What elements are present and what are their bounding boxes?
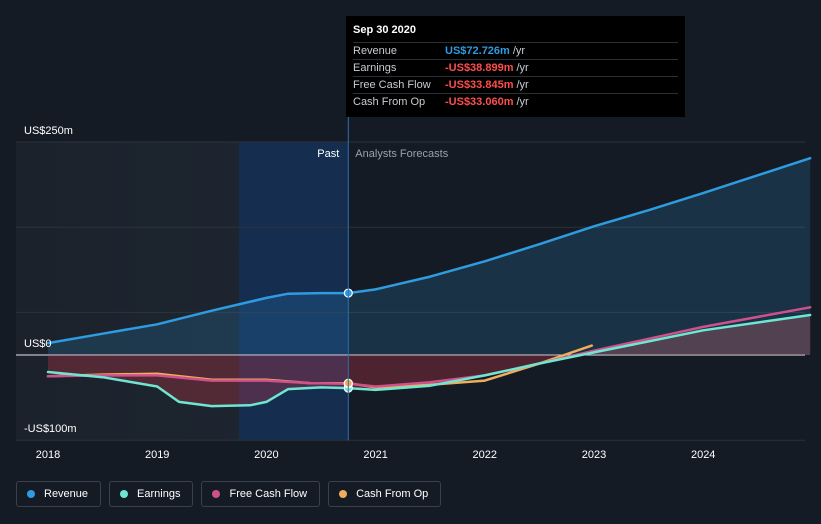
tooltip-unit: /yr [516, 62, 529, 74]
tooltip-unit: /yr [516, 79, 529, 91]
series-lines [46, 156, 812, 408]
x-tick-label: 2018 [36, 449, 60, 461]
revenue-area [48, 158, 811, 355]
tooltip-label: Revenue [353, 45, 398, 57]
series-line-earnings [46, 313, 812, 408]
tooltip-value: -US$33.060m [445, 96, 514, 108]
tooltip-value: -US$33.845m [445, 79, 514, 91]
series-line-free-cash-flow [46, 306, 812, 388]
tooltip-value: -US$38.899m [445, 62, 514, 74]
legend-dot-icon [339, 490, 348, 498]
tooltip-date: Sep 30 2020 [353, 24, 416, 36]
tooltip-row-cash-from-op: Cash From Op -US$33.060m /yr [353, 93, 678, 110]
tooltip-label: Cash From Op [353, 96, 426, 108]
x-tick-label: 2022 [473, 449, 497, 461]
legend-label: Free Cash Flow [229, 488, 308, 500]
legend-item-earnings[interactable]: Earnings [109, 481, 194, 507]
forecast-label: Analysts Forecasts [355, 148, 448, 160]
tooltip: Sep 30 2020 Revenue US$72.726m /yr Earni… [346, 16, 685, 117]
legend-label: Revenue [44, 488, 89, 500]
legend-label: Earnings [137, 488, 181, 500]
x-tick-label: 2021 [363, 449, 387, 461]
tooltip-row-earnings: Earnings -US$38.899m /yr [353, 59, 678, 76]
x-tick-label: 2023 [582, 449, 606, 461]
legend-dot-icon [212, 490, 221, 498]
tooltip-label: Free Cash Flow [353, 79, 431, 91]
legend-dot-icon [120, 490, 129, 498]
legend: Revenue Earnings Free Cash Flow Cash Fro… [16, 481, 442, 507]
tooltip-unit: /yr [512, 45, 526, 57]
past-label: Past [317, 148, 339, 160]
x-axis: 2018 2019 2020 2021 2022 2023 2024 [36, 449, 716, 461]
y-tick-label: US$250m [24, 125, 73, 137]
earnings-area-positive [583, 315, 811, 355]
legend-label: Cash From Op [356, 488, 429, 500]
legend-item-cash-from-op[interactable]: Cash From Op [328, 481, 442, 507]
series-areas [48, 158, 811, 407]
tooltip-row-revenue: Revenue US$72.726m /yr [353, 42, 678, 59]
highlight-band [239, 142, 349, 441]
earnings-area [48, 315, 811, 407]
grid [16, 141, 805, 441]
x-tick-label: 2019 [145, 449, 169, 461]
tooltip-unit: /yr [516, 96, 529, 108]
tooltip-value: US$72.726m [445, 45, 510, 57]
x-tick-label: 2020 [254, 449, 278, 461]
y-axis: US$250m US$0 -US$100m [24, 125, 77, 435]
series-line-revenue [46, 156, 812, 345]
tooltip-row-free-cash-flow: Free Cash Flow -US$33.845m /yr [353, 76, 678, 93]
tooltip-label: Earnings [353, 62, 397, 74]
legend-item-free-cash-flow[interactable]: Free Cash Flow [201, 481, 321, 507]
legend-dot-icon [27, 490, 35, 498]
y-tick-label: -US$100m [24, 423, 77, 435]
x-tick-label: 2024 [691, 449, 715, 461]
y-tick-label: US$0 [24, 338, 52, 350]
legend-item-revenue[interactable]: Revenue [16, 481, 102, 507]
